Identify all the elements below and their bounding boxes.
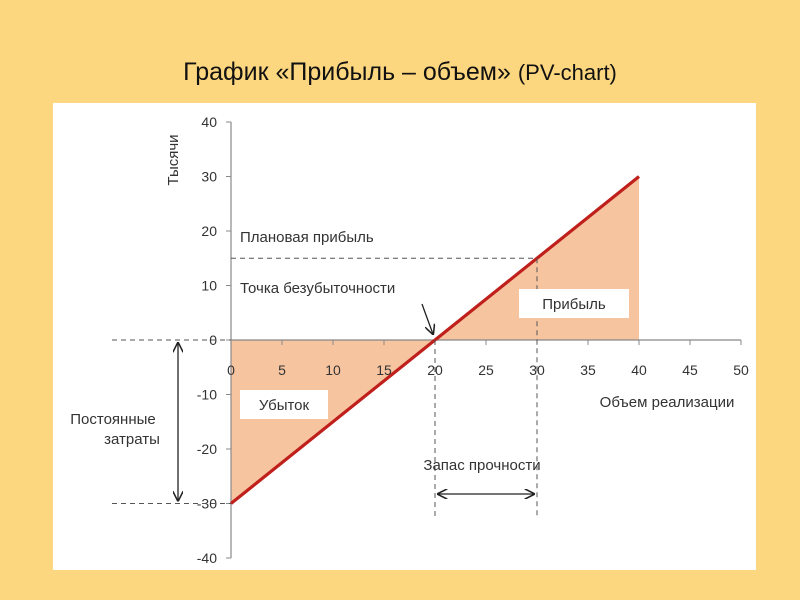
- x-tick-label: 50: [733, 362, 749, 378]
- chart-title-main: График «Прибыль – объем»: [183, 58, 511, 86]
- x-tick-label: 5: [278, 362, 286, 378]
- loss-label-bg: [240, 390, 328, 419]
- y-axis-label: Тысячи: [165, 134, 182, 185]
- fixed-costs-label-line2: затраты: [104, 431, 160, 448]
- x-axis-label: Объем реализации: [600, 394, 735, 411]
- loss-label: Убыток: [259, 397, 310, 414]
- y-tick-label: -40: [197, 550, 217, 566]
- planned-profit-label: Плановая прибыль: [240, 229, 374, 246]
- y-tick-label: -10: [197, 387, 217, 403]
- break-even-label: Точка безубыточности: [240, 280, 395, 297]
- y-tick-label: -20: [197, 441, 217, 457]
- break-even-label-bg: [236, 274, 432, 298]
- x-tick-label: 25: [478, 362, 494, 378]
- chart-title: График «Прибыль – объем» (PV-chart): [0, 58, 800, 87]
- y-tick-label: 10: [201, 278, 217, 294]
- x-tick-label: 15: [376, 362, 392, 378]
- x-tick-label: 35: [580, 362, 596, 378]
- fixed-costs-label-line1: Постоянные: [70, 411, 155, 428]
- x-tick-label: 10: [325, 362, 341, 378]
- break-even-arrow: [421, 303, 433, 334]
- x-tick-label: 0: [227, 362, 235, 378]
- x-tick-label: 45: [682, 362, 698, 378]
- profit-label: Прибыль: [542, 296, 606, 313]
- chart-title-sub: (PV-chart): [517, 60, 617, 85]
- profit-label-bg: [519, 289, 629, 318]
- x-tick-label: 40: [631, 362, 647, 378]
- y-tick-label: 40: [201, 114, 217, 130]
- y-tick-label: 30: [201, 169, 217, 185]
- y-tick-label: 20: [201, 223, 217, 239]
- safety-margin-label: Запас прочности: [423, 457, 540, 474]
